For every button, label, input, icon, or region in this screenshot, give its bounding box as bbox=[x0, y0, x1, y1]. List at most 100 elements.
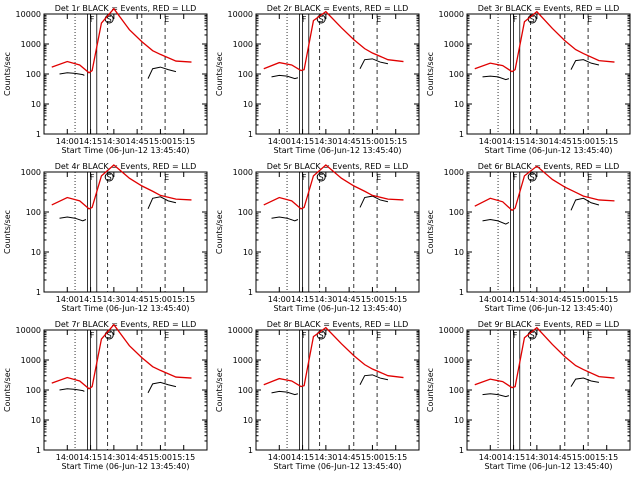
y-tick-label: 1 bbox=[36, 446, 41, 455]
y-tick-label: 10000 bbox=[439, 10, 464, 19]
panel-title: Det 6r BLACK = Events, RED = LLD bbox=[478, 162, 620, 171]
panel-title: Det 9r BLACK = Events, RED = LLD bbox=[478, 320, 620, 329]
y-tick-label: 100 bbox=[449, 386, 464, 395]
panel-det-2: Det 2r BLACK = Events, RED = LLD Counts/s… bbox=[215, 4, 420, 155]
marker-e: E bbox=[376, 331, 381, 340]
x-tick-label: 14:15 bbox=[79, 453, 102, 462]
x-axis-label: Start Time (06-Jun-12 13:45:40) bbox=[274, 146, 402, 155]
y-axis-label: Counts/sec bbox=[426, 52, 435, 96]
plot-frame bbox=[255, 329, 420, 451]
series-lld-line bbox=[51, 323, 192, 390]
marker-e: E bbox=[164, 15, 169, 24]
series-events-line bbox=[482, 218, 510, 225]
x-tick-label: 14:45 bbox=[549, 295, 572, 304]
y-tick-label: 10000 bbox=[16, 10, 41, 19]
marker-f: F bbox=[302, 173, 307, 182]
marker-e: E bbox=[376, 173, 381, 182]
series-events-line bbox=[147, 66, 177, 79]
panel-det-7: Det 7r BLACK = Events, RED = LLD Counts/s… bbox=[3, 320, 208, 471]
x-axis-label: Start Time (06-Jun-12 13:45:40) bbox=[62, 146, 190, 155]
y-tick-label: 1000 bbox=[233, 356, 253, 365]
y-tick-label: 100 bbox=[238, 208, 253, 217]
x-tick-label: 15:00 bbox=[572, 137, 595, 146]
series-lld-line bbox=[474, 10, 615, 73]
y-axis-label: Counts/sec bbox=[215, 52, 224, 96]
y-axis-label: Counts/sec bbox=[215, 368, 224, 412]
y-axis-label: Counts/sec bbox=[3, 210, 12, 254]
marker-s: S bbox=[530, 15, 535, 24]
y-tick-label: 10 bbox=[454, 100, 464, 109]
y-tick-label: 10 bbox=[31, 416, 41, 425]
series-events-line bbox=[359, 195, 389, 208]
panel-title: Det 1r BLACK = Events, RED = LLD bbox=[55, 4, 197, 13]
x-tick-label: 14:30 bbox=[314, 295, 337, 304]
x-tick-label: 14:00 bbox=[56, 295, 79, 304]
plot-frame bbox=[255, 171, 420, 293]
x-tick-label: 15:15 bbox=[595, 453, 618, 462]
plot-frame bbox=[255, 13, 420, 135]
marker-e: E bbox=[587, 15, 592, 24]
panel-det-5: Det 5r BLACK = Events, RED = LLD Counts/s… bbox=[215, 162, 420, 313]
panel-title: Det 3r BLACK = Events, RED = LLD bbox=[478, 4, 620, 13]
y-tick-label: 1000 bbox=[233, 168, 253, 177]
panel-title: Det 5r BLACK = Events, RED = LLD bbox=[267, 162, 409, 171]
x-tick-label: 14:30 bbox=[314, 137, 337, 146]
x-axis-label: Start Time (06-Jun-12 13:45:40) bbox=[274, 304, 402, 313]
y-tick-label: 1000 bbox=[21, 356, 41, 365]
panel-det-9: Det 9r BLACK = Events, RED = LLD Counts/s… bbox=[426, 320, 631, 471]
series-events-line bbox=[271, 390, 299, 396]
y-tick-label: 10000 bbox=[16, 326, 41, 335]
series-events-line bbox=[482, 75, 510, 81]
series-events-line bbox=[570, 377, 600, 387]
x-tick-label: 14:30 bbox=[525, 295, 548, 304]
x-tick-label: 14:15 bbox=[291, 137, 314, 146]
series-lld-line bbox=[474, 165, 615, 212]
marker-s-ring bbox=[316, 172, 326, 182]
plot-frame bbox=[466, 13, 631, 135]
series-events-line bbox=[59, 388, 85, 392]
x-axis-label: Start Time (06-Jun-12 13:45:40) bbox=[62, 462, 190, 471]
marker-e: E bbox=[164, 173, 169, 182]
y-tick-label: 100 bbox=[449, 70, 464, 79]
x-tick-label: 15:15 bbox=[172, 453, 195, 462]
x-tick-label: 14:15 bbox=[291, 453, 314, 462]
marker-f: F bbox=[302, 15, 307, 24]
marker-f: F bbox=[90, 331, 95, 340]
x-tick-label: 14:45 bbox=[126, 453, 149, 462]
x-tick-label: 14:15 bbox=[502, 137, 525, 146]
x-tick-label: 14:30 bbox=[102, 137, 125, 146]
series-events-line bbox=[147, 196, 177, 210]
marker-f: F bbox=[513, 173, 518, 182]
y-tick-label: 1 bbox=[459, 288, 464, 297]
x-tick-label: 15:00 bbox=[149, 295, 172, 304]
marker-f: F bbox=[90, 173, 95, 182]
x-tick-label: 15:00 bbox=[361, 137, 384, 146]
y-tick-label: 1 bbox=[36, 130, 41, 139]
x-tick-label: 14:00 bbox=[268, 137, 291, 146]
panel-title: Det 2r BLACK = Events, RED = LLD bbox=[267, 4, 409, 13]
marker-f: F bbox=[302, 331, 307, 340]
series-events-line bbox=[271, 74, 299, 80]
panel-det-8: Det 8r BLACK = Events, RED = LLD Counts/s… bbox=[215, 320, 420, 471]
y-tick-label: 100 bbox=[26, 208, 41, 217]
x-tick-label: 14:15 bbox=[502, 295, 525, 304]
series-lld-line bbox=[474, 326, 615, 389]
x-axis-label: Start Time (06-Jun-12 13:45:40) bbox=[62, 304, 190, 313]
y-tick-label: 100 bbox=[449, 208, 464, 217]
series-events-line bbox=[59, 72, 85, 76]
x-tick-label: 14:45 bbox=[549, 137, 572, 146]
series-events-line bbox=[570, 197, 600, 211]
x-axis-label: Start Time (06-Jun-12 13:45:40) bbox=[485, 146, 613, 155]
marker-f: F bbox=[513, 331, 518, 340]
series-lld-line bbox=[51, 164, 192, 210]
y-axis-label: Counts/sec bbox=[3, 368, 12, 412]
x-tick-label: 14:30 bbox=[314, 453, 337, 462]
x-tick-label: 14:45 bbox=[338, 453, 361, 462]
y-tick-label: 10 bbox=[31, 248, 41, 257]
x-tick-label: 14:45 bbox=[338, 295, 361, 304]
marker-s: S bbox=[319, 15, 324, 24]
x-tick-label: 14:15 bbox=[79, 137, 102, 146]
series-events-line bbox=[482, 393, 510, 398]
x-tick-label: 14:30 bbox=[102, 295, 125, 304]
marker-s: S bbox=[319, 173, 324, 182]
